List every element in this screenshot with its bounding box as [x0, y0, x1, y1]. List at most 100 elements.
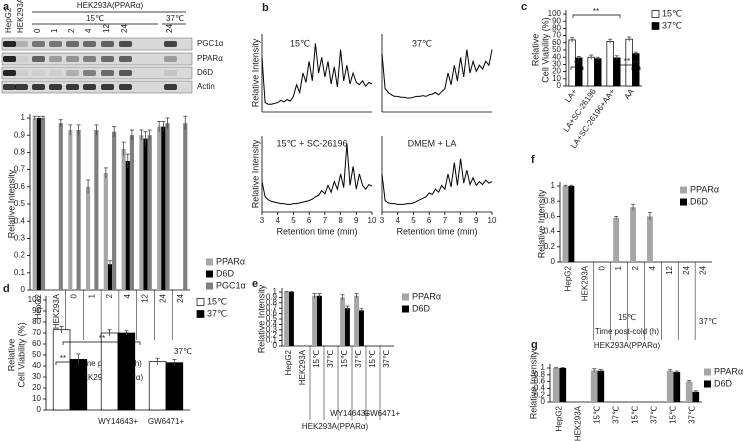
error-bar: [103, 167, 108, 179]
group-label: 37℃: [174, 347, 192, 356]
y-tick-label: 0.9: [14, 130, 26, 139]
error-bar: [569, 184, 574, 187]
y-axis-label: Cell Viability (%): [540, 17, 550, 82]
legend-label: D6D: [412, 303, 431, 313]
bar: [129, 135, 134, 290]
y-tick-label: 0.2: [544, 242, 556, 251]
panel-label: e: [252, 278, 258, 290]
bar: [107, 264, 113, 290]
error-bar: [124, 330, 129, 336]
legend-label: PPARα: [690, 184, 719, 194]
x-tick-label: 37℃: [326, 350, 335, 368]
x-tick-label: 4: [123, 293, 132, 298]
y-tick-label: 70: [552, 31, 561, 40]
error-bar: [125, 153, 130, 168]
y-axis-label: Relative: [6, 339, 16, 372]
y-tick-label: 0.7: [266, 303, 278, 312]
bar: [289, 292, 294, 346]
error-bar: [41, 115, 46, 120]
y-tick-label: 100: [28, 295, 42, 304]
legend-swatch: [680, 198, 687, 206]
y-tick-label: 0.6: [14, 182, 26, 191]
bar: [630, 207, 636, 262]
group-label: HEK293A(PPARα): [302, 422, 369, 431]
x-tick-label: 37℃: [354, 350, 363, 368]
x-axis-label: Retention time (min): [396, 226, 477, 236]
error-bar: [687, 380, 692, 383]
error-bar: [76, 124, 81, 136]
panel-label: c: [521, 1, 527, 13]
y-axis-label: Relative Intensity: [256, 284, 266, 353]
x-tick-label: 24: [158, 293, 167, 302]
bar: [117, 332, 136, 411]
y-tick-label: 0.4: [14, 216, 26, 225]
y-axis-label: Cell Viability (%): [16, 322, 26, 387]
error-bar: [143, 131, 148, 146]
legend-label: 15℃: [207, 296, 227, 306]
x-tick-label: 37℃: [688, 406, 697, 424]
x-tick-label: HEK293A: [52, 293, 61, 329]
x-tick-label: 1: [87, 293, 96, 298]
blot-band: [32, 70, 45, 76]
bar: [100, 332, 119, 411]
chart-title: 15℃ + SC-26196: [277, 138, 348, 148]
y-tick-label: 40: [552, 52, 561, 61]
blot-band: [49, 56, 62, 62]
blot-band: [15, 84, 28, 90]
x-tick-label: 2: [631, 265, 640, 270]
condition-label: 15℃: [86, 14, 104, 23]
bar: [666, 370, 674, 402]
x-tick-label: HepG2: [564, 265, 573, 291]
x-tick-label: HEK293A: [574, 405, 583, 441]
lane-label: 4: [84, 28, 93, 33]
blot-band: [32, 56, 45, 62]
error-bar: [554, 367, 559, 369]
error-bar: [693, 390, 698, 393]
bar: [284, 292, 289, 346]
bar: [103, 173, 108, 290]
y-tick-label: 0.4: [266, 320, 278, 329]
bar: [354, 295, 359, 346]
x-tick-label: 7: [443, 216, 448, 225]
legend-swatch: [196, 310, 205, 318]
y-tick-label: 0.9: [266, 293, 278, 302]
x-tick-label: HepG2: [34, 293, 43, 319]
x-tick-label: HEK293A: [298, 349, 307, 385]
blot-band: [119, 41, 132, 47]
x-tick-label: 24: [682, 265, 691, 274]
blot-band: [32, 41, 45, 47]
bar: [587, 56, 595, 87]
blot-band: [101, 70, 114, 76]
legend-label: PGC1α: [216, 280, 246, 290]
blot-band: [15, 70, 28, 76]
bar: [165, 362, 184, 411]
significance-label: **: [624, 57, 630, 66]
y-tick-label: 0.2: [266, 330, 278, 339]
bar: [139, 135, 144, 290]
blot-band: [83, 56, 96, 62]
x-tick-label: GW6471+: [148, 417, 185, 426]
lane-label: 0: [33, 28, 42, 33]
y-tick-label: 0: [541, 397, 546, 406]
bar: [58, 123, 63, 290]
significance-label: **: [593, 7, 599, 16]
blot-band: [32, 84, 45, 90]
blot-band: [66, 70, 79, 76]
lane-label: 2: [67, 28, 76, 33]
lane-label: 24: [120, 24, 129, 33]
error-bar: [58, 119, 63, 127]
error-bar: [32, 115, 37, 120]
error-bar: [165, 117, 170, 129]
legend-swatch: [206, 270, 213, 278]
bar: [68, 130, 73, 290]
y-tick-label: 60: [32, 339, 41, 348]
significance-bracket: [570, 66, 584, 70]
y-tick-label: 50: [552, 45, 561, 54]
panel-label: g: [531, 339, 538, 351]
y-tick-label: 0.5: [14, 199, 26, 208]
y-axis-label: Relative Intensity: [250, 38, 260, 107]
x-tick-label: 4: [648, 265, 657, 270]
panel-label: f: [531, 154, 535, 166]
blot-band: [101, 41, 114, 47]
